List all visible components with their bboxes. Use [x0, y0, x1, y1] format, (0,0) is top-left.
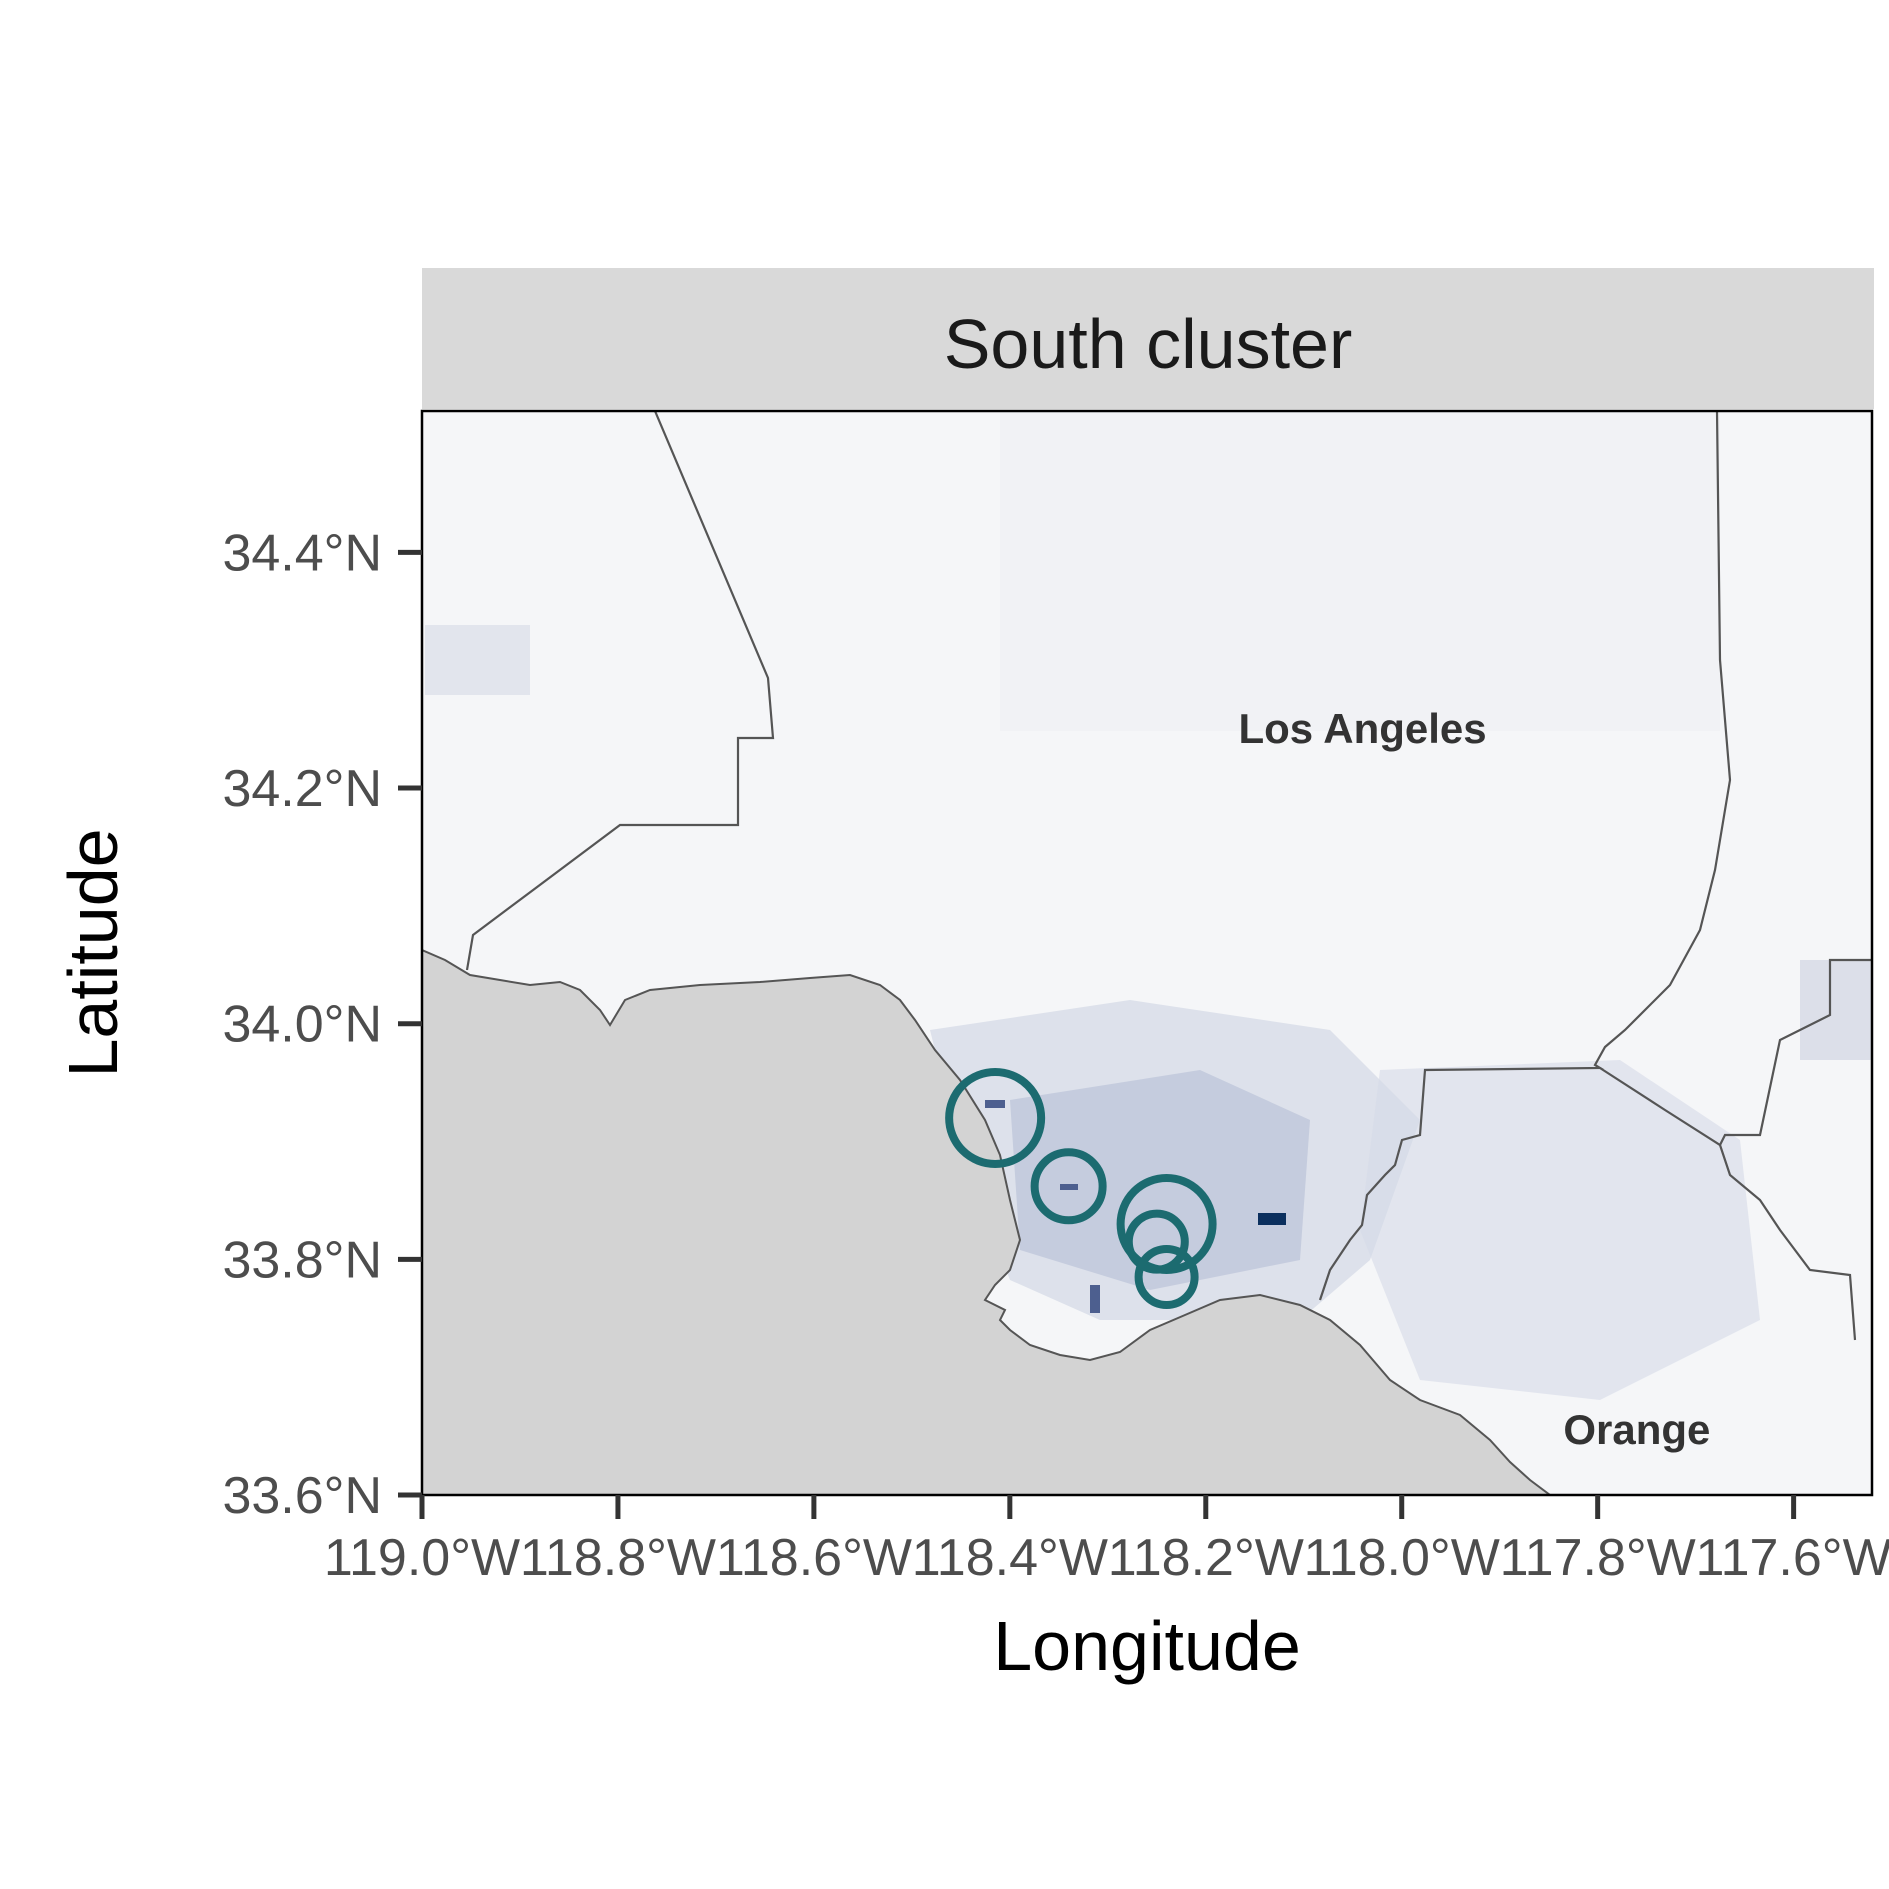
x-tick-label: 118.2°W — [1108, 1529, 1304, 1587]
facet-title: South cluster — [943, 305, 1353, 383]
region-label-los-angeles: Los Angeles — [1238, 705, 1486, 752]
x-tick-label: 117.8°W — [1500, 1529, 1696, 1587]
facet-strip: South cluster — [422, 268, 1874, 409]
y-tick-label: 34.0°N — [222, 996, 382, 1054]
x-tick-label: 118.4°W — [912, 1529, 1108, 1587]
x-axis: 119.0°W 118.8°W 118.6°W 118.4°W 118.2°W 118.0… — [324, 1495, 1889, 1587]
x-axis-title: Longitude — [993, 1607, 1301, 1685]
density-shading — [930, 1000, 1420, 1320]
map-layers: Los Angeles Orange — [422, 411, 1872, 1495]
county-line — [1318, 411, 1732, 1301]
y-tick-label: 34.2°N — [222, 760, 382, 818]
cluster-ring — [1030, 1148, 1107, 1225]
county-line — [465, 411, 775, 971]
x-tick-label: 118.0°W — [1304, 1529, 1500, 1587]
panel-border — [420, 409, 1874, 1497]
high-value-tract — [1090, 1285, 1100, 1313]
x-tick-label: 117.6°W — [1696, 1529, 1889, 1587]
y-axis-title: Latitude — [54, 828, 132, 1077]
y-tick-label: 34.4°N — [222, 524, 382, 582]
cluster-ring — [945, 1067, 1046, 1168]
high-value-tract — [1060, 1184, 1078, 1190]
y-axis: 33.6°N 33.8°N 34.0°N 34.2°N 34.4°N — [222, 524, 422, 1525]
density-shading — [1360, 1060, 1760, 1400]
y-tick-label: 33.6°N — [222, 1467, 382, 1525]
y-tick-label: 33.8°N — [222, 1231, 382, 1289]
high-value-tract — [1258, 1213, 1286, 1225]
region-label-orange: Orange — [1563, 1406, 1710, 1453]
mountain-zone — [1000, 411, 1720, 731]
cluster-ring — [1134, 1245, 1199, 1310]
county-line — [1718, 1144, 1857, 1341]
x-tick-label: 118.6°W — [716, 1529, 912, 1587]
county-line — [1599, 958, 1872, 1147]
density-shading — [425, 625, 530, 695]
county-boundaries — [465, 411, 1872, 1341]
cluster-markers — [945, 1067, 1217, 1310]
high-value-tract — [985, 1100, 1005, 1108]
ocean — [422, 948, 1552, 1495]
density-shading — [1800, 960, 1872, 1060]
x-tick-label: 119.0°W — [324, 1529, 520, 1587]
cluster-ring — [1124, 1209, 1189, 1274]
x-tick-label: 118.8°W — [520, 1529, 716, 1587]
